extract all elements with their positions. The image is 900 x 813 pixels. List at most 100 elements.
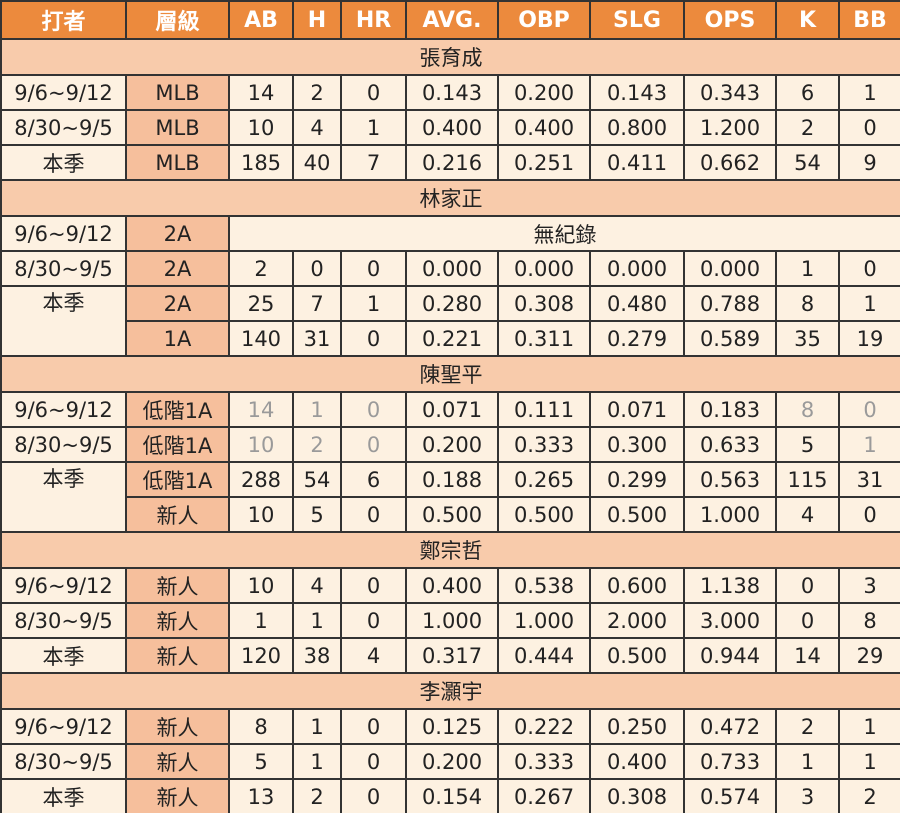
stat-row: 本季 新人 13 2 0 0.154 0.267 0.308 0.574 3 2	[0, 778, 900, 813]
stat-value: 0.200	[497, 74, 591, 111]
stat-value: 7	[340, 144, 407, 181]
stat-value: 0.400	[405, 567, 499, 604]
stat-value: 0.221	[405, 320, 499, 357]
level: 新人	[125, 708, 230, 745]
player-name: 張育成	[0, 38, 900, 76]
stat-value: 0.279	[589, 320, 685, 357]
stat-value: 0	[340, 74, 407, 111]
stat-value: 9	[838, 144, 900, 181]
stat-row: 9/6~9/12 低階1A 14 1 0 0.071 0.111 0.071 0.183 8 0	[0, 391, 900, 428]
stat-value: 1	[838, 74, 900, 111]
player-name: 陳聖平	[0, 355, 900, 393]
stat-value: 1.000	[683, 496, 777, 533]
stat-value: 0.222	[497, 708, 591, 745]
column-header: K	[775, 0, 840, 40]
player-row: 陳聖平	[0, 355, 900, 393]
period: 9/6~9/12	[0, 567, 127, 604]
stat-value: 0.280	[405, 285, 499, 322]
period: 8/30~9/5	[0, 250, 127, 287]
stat-value: 0	[340, 250, 407, 287]
stat-value: 120	[228, 637, 294, 674]
stat-value: 0.308	[497, 285, 591, 322]
stat-value: 0.944	[683, 637, 777, 674]
player-row: 林家正	[0, 179, 900, 217]
stat-value: 2	[775, 109, 840, 146]
period: 本季	[0, 461, 127, 533]
stat-value: 8	[775, 391, 840, 428]
stat-value: 0.538	[497, 567, 591, 604]
stat-value: 29	[838, 637, 900, 674]
stat-value: 2	[292, 74, 342, 111]
level: 低階1A	[125, 461, 230, 498]
no-record-note: 無紀錄	[228, 215, 900, 252]
period: 本季	[0, 285, 127, 357]
stat-value: 0.000	[589, 250, 685, 287]
stat-value: 1.000	[497, 602, 591, 639]
period: 本季	[0, 637, 127, 674]
stat-value: 0.267	[497, 778, 591, 813]
stat-value: 0.183	[683, 391, 777, 428]
level: MLB	[125, 74, 230, 111]
column-header: H	[292, 0, 342, 40]
stat-row: 8/30~9/5 新人 1 1 0 1.000 1.000 2.000 3.000 0 8	[0, 602, 900, 639]
stat-value: 14	[775, 637, 840, 674]
stat-value: 1	[228, 602, 294, 639]
stat-value: 1	[838, 743, 900, 780]
stat-value: 0	[340, 391, 407, 428]
period: 8/30~9/5	[0, 109, 127, 146]
stat-value: 0.500	[589, 496, 685, 533]
period: 9/6~9/12	[0, 391, 127, 428]
player-row: 李灝宇	[0, 672, 900, 710]
stat-value: 0.600	[589, 567, 685, 604]
stat-value: 0.400	[405, 109, 499, 146]
player-name: 林家正	[0, 179, 900, 217]
stat-value: 0	[340, 426, 407, 463]
stat-value: 0.265	[497, 461, 591, 498]
column-header: HR	[340, 0, 407, 40]
stat-value: 0.788	[683, 285, 777, 322]
stat-value: 1	[340, 285, 407, 322]
level: MLB	[125, 109, 230, 146]
stat-value: 0.200	[405, 743, 499, 780]
stat-value: 40	[292, 144, 342, 181]
player-name: 鄭宗哲	[0, 531, 900, 569]
stat-value: 54	[292, 461, 342, 498]
stat-value: 2	[228, 250, 294, 287]
stat-value: 0.200	[405, 426, 499, 463]
stat-value: 8	[838, 602, 900, 639]
stat-value: 0.574	[683, 778, 777, 813]
stat-value: 0	[292, 250, 342, 287]
stat-value: 0	[775, 602, 840, 639]
stat-value: 10	[228, 496, 294, 533]
stat-value: 0.662	[683, 144, 777, 181]
stat-value: 2	[292, 426, 342, 463]
stat-value: 14	[228, 74, 294, 111]
stat-value: 0.071	[405, 391, 499, 428]
stat-value: 0.333	[497, 743, 591, 780]
level: 新人	[125, 567, 230, 604]
stat-value: 6	[775, 74, 840, 111]
stat-value: 0.333	[497, 426, 591, 463]
stat-value: 0.299	[589, 461, 685, 498]
stat-value: 0	[340, 602, 407, 639]
column-header: 層級	[125, 0, 230, 40]
stat-value: 0.308	[589, 778, 685, 813]
stat-value: 0.411	[589, 144, 685, 181]
stat-value: 0	[340, 778, 407, 813]
player-row: 張育成	[0, 38, 900, 76]
stat-value: 2	[838, 778, 900, 813]
player-row: 鄭宗哲	[0, 531, 900, 569]
stat-row: 9/6~9/12 新人 8 1 0 0.125 0.222 0.250 0.472 2 1	[0, 708, 900, 745]
stat-row: 新人 10 5 0 0.500 0.500 0.500 1.000 4 0	[1, 496, 900, 533]
stat-value: 0	[838, 250, 900, 287]
stat-value: 0	[838, 391, 900, 428]
period: 9/6~9/12	[0, 74, 127, 111]
stat-value: 4	[340, 637, 407, 674]
stat-row: 1A 140 31 0 0.221 0.311 0.279 0.589 35 19	[1, 320, 900, 357]
stat-value: 35	[775, 320, 840, 357]
stat-value: 1	[838, 426, 900, 463]
stat-row: 9/6~9/12 2A 無紀錄	[0, 215, 900, 252]
level: 2A	[125, 215, 230, 252]
stat-value: 0.400	[589, 743, 685, 780]
stat-value: 0.311	[497, 320, 591, 357]
